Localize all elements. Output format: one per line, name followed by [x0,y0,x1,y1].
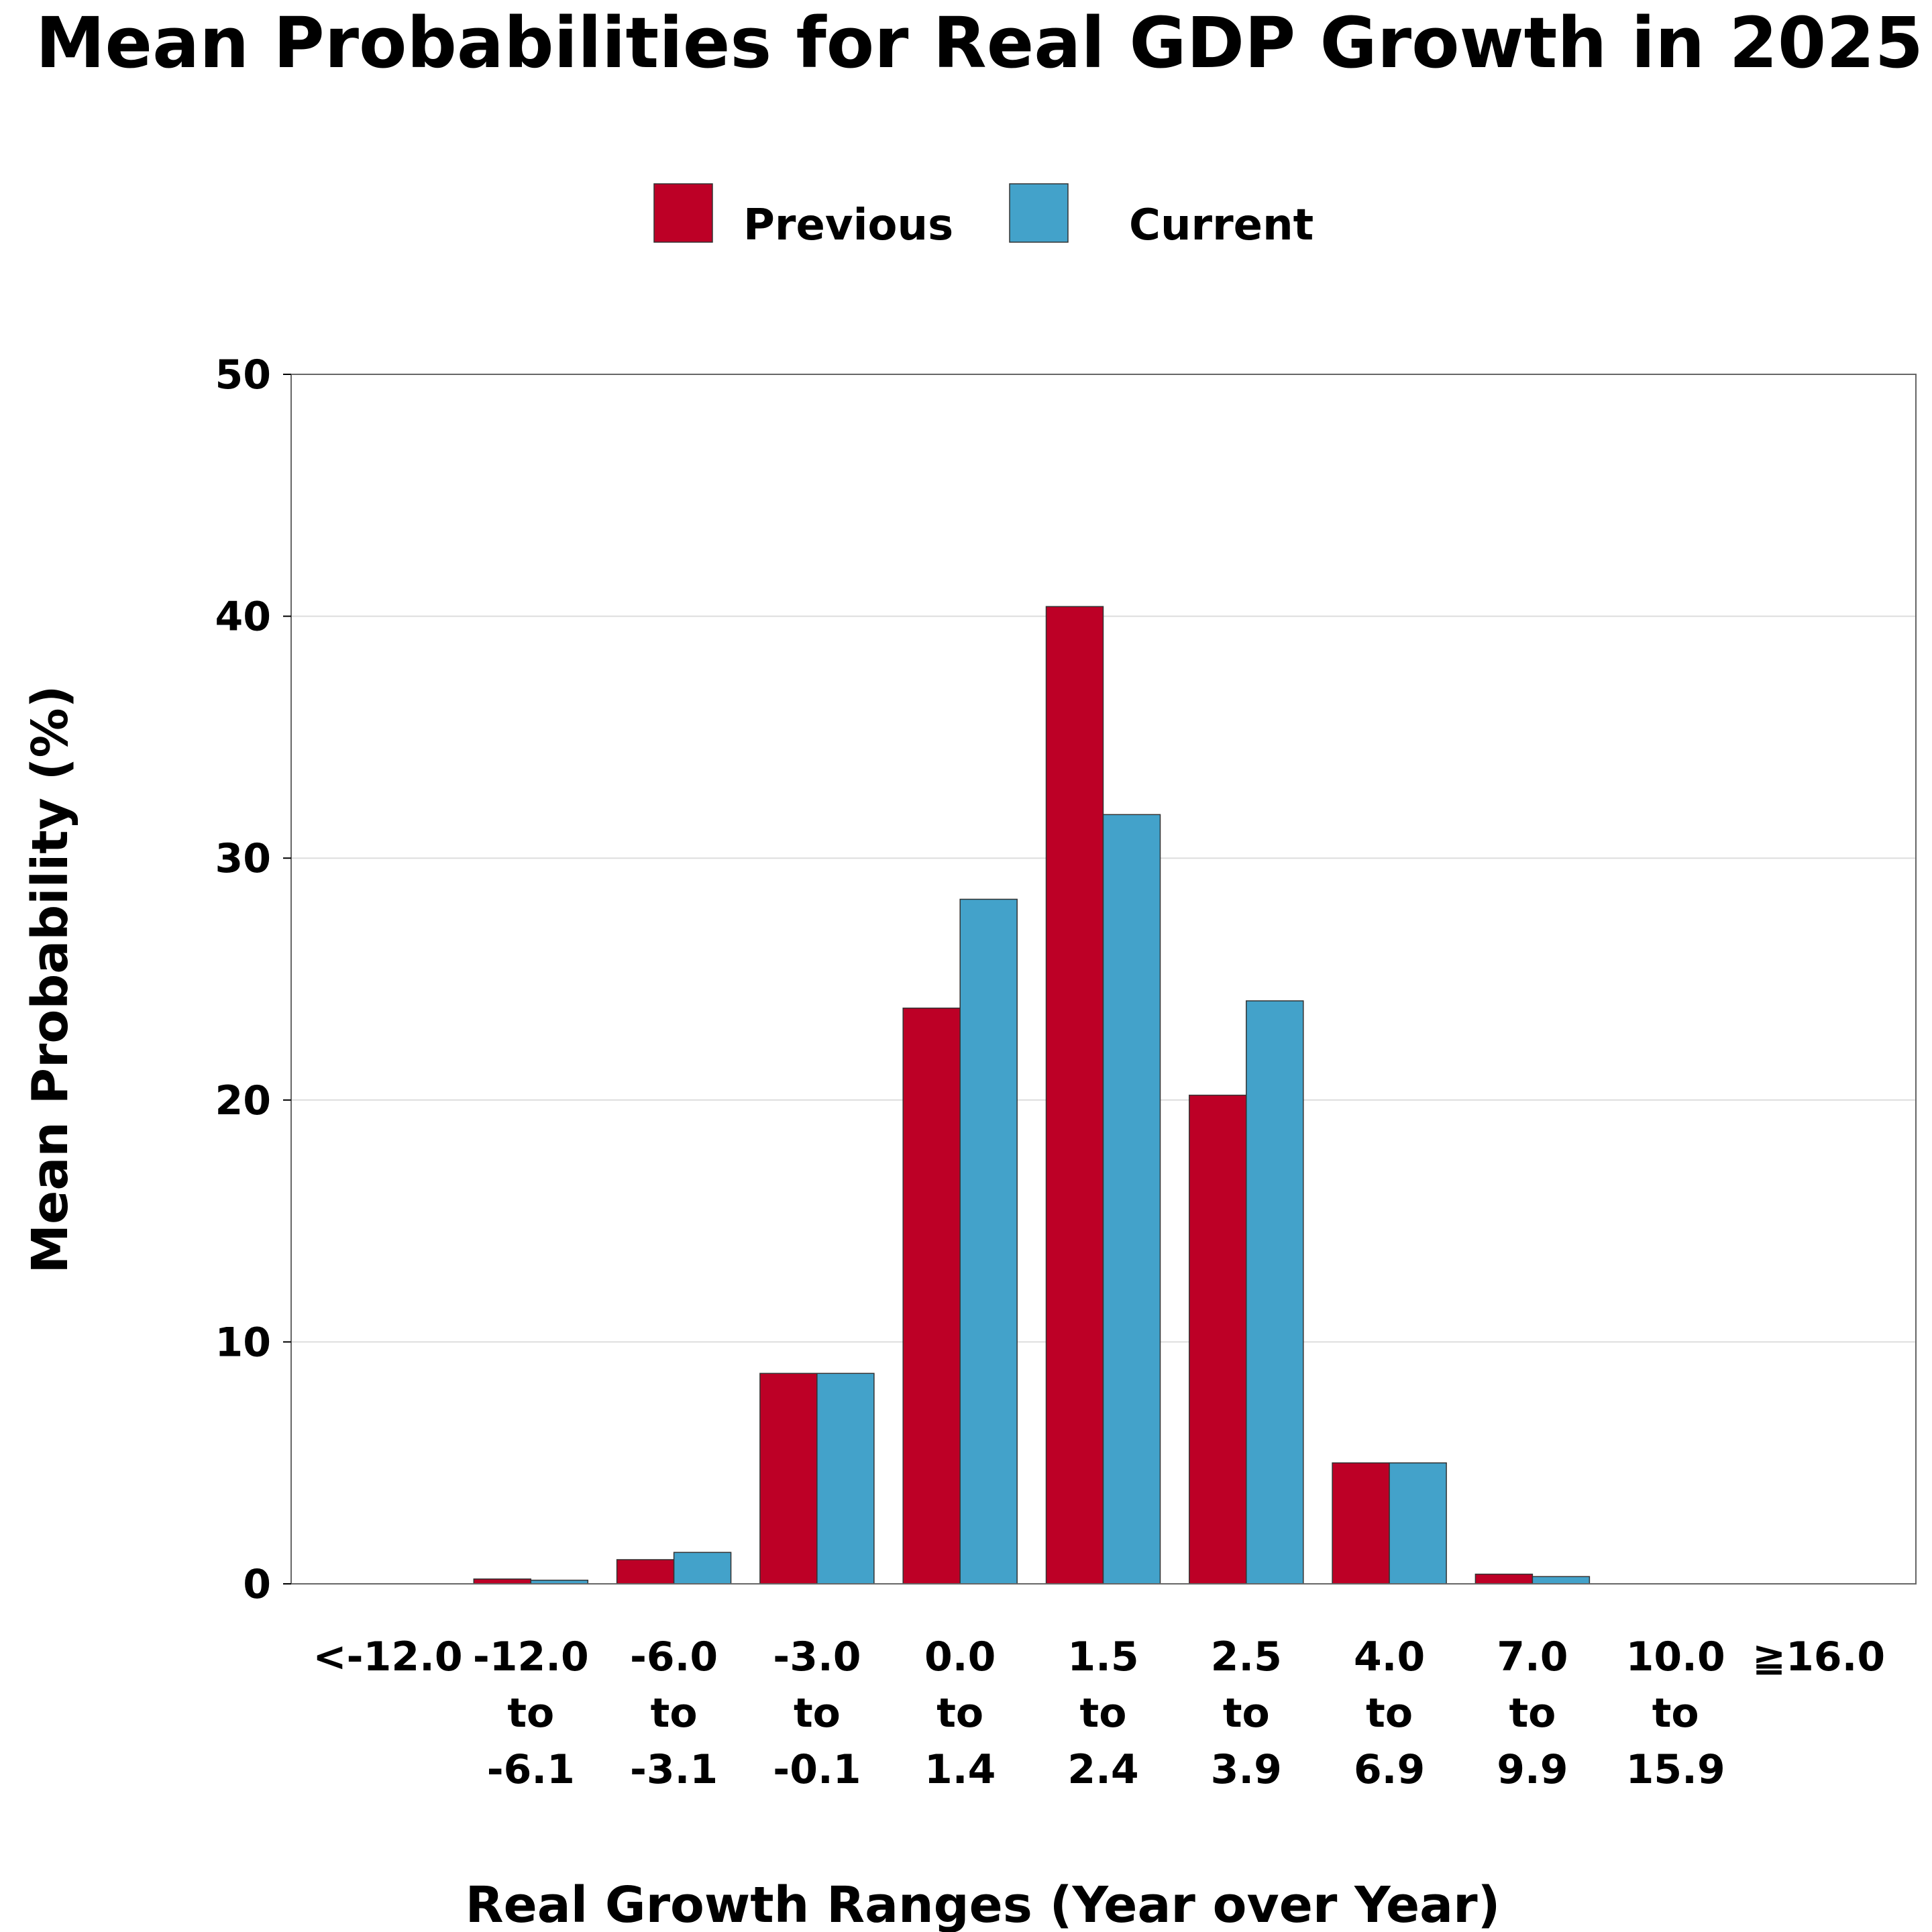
x-category-line: to [1366,1690,1413,1737]
bar-previous-5 [1045,606,1104,1585]
x-category-line: 1.4 [924,1746,996,1793]
bar-previous-4 [902,1008,961,1585]
y-tick-label: 50 [215,352,272,398]
y-tick-label: 10 [215,1319,272,1366]
y-axis-label: Mean Probability (%) [21,686,79,1274]
legend-label-previous: Previous [743,201,953,250]
legend-swatch-current [1009,183,1069,243]
x-category-label: 0.0 to 1.4 [924,1633,996,1793]
x-category-label: 4.0 to 6.9 [1354,1633,1425,1793]
x-category-line: 10.0 [1626,1633,1725,1680]
x-category-label: -6.0 to -3.1 [630,1633,718,1793]
bar-previous-7 [1332,1462,1390,1585]
y-tick-label: 20 [215,1077,272,1124]
legend-label-current: Current [1129,201,1313,250]
bar-current-6 [1246,1000,1304,1585]
x-category-line: to [1652,1690,1699,1737]
x-category-line: -6.0 [630,1633,718,1680]
x-category-line: to [1223,1690,1270,1737]
x-category-label: -12.0 to -6.1 [473,1633,589,1793]
x-category-label: -3.0 to -0.1 [773,1633,861,1793]
x-category-line: <-12.0 [313,1633,462,1680]
x-category-line: -0.1 [773,1746,861,1793]
x-category-line: 2.5 [1211,1633,1282,1680]
x-category-label: 2.5 to 3.9 [1211,1633,1282,1793]
x-category-line: ≧16.0 [1752,1633,1885,1680]
x-category-line: 6.9 [1354,1746,1425,1793]
bar-current-7 [1389,1462,1447,1585]
x-category-line: -3.0 [773,1633,861,1680]
bar-previous-8 [1474,1573,1534,1585]
x-category-line: 15.9 [1626,1746,1725,1793]
x-category-label: 10.0 to 15.9 [1626,1633,1725,1793]
x-category-line: to [1509,1690,1556,1737]
bar-current-3 [816,1373,875,1585]
x-category-line: to [651,1690,698,1737]
bar-current-4 [959,898,1018,1585]
x-category-line: to [1080,1690,1127,1737]
y-tick-label: 0 [243,1561,271,1608]
y-tick-label: 30 [215,835,272,882]
legend: Previous Current [653,183,1313,250]
x-axis-label: Real Growth Ranges (Year over Year) [466,1876,1501,1932]
x-category-line: 7.0 [1497,1633,1568,1680]
bar-previous-6 [1189,1094,1247,1585]
x-category-line: to [507,1690,554,1737]
legend-swatch-previous [653,183,713,243]
x-category-line: 0.0 [924,1633,996,1680]
bar-current-2 [673,1552,732,1585]
x-category-line: 4.0 [1354,1633,1425,1680]
y-axis-ticks: 0 10 20 30 40 50 [215,352,291,1608]
bar-previous-1 [473,1578,532,1585]
bar-previous-3 [759,1373,818,1585]
bar-current-5 [1102,814,1161,1585]
chart-title: Mean Probabilities for Real GDP Growth i… [36,2,1923,84]
x-category-line: -6.1 [487,1746,575,1793]
x-category-line: 9.9 [1497,1746,1568,1793]
x-category-label: ≧16.0 [1752,1633,1885,1680]
bar-previous-2 [616,1559,675,1585]
y-tick-label: 40 [215,594,272,641]
x-category-label: 7.0 to 9.9 [1497,1633,1568,1793]
x-category-label: 1.5 to 2.4 [1067,1633,1138,1793]
x-axis-categories: <-12.0 -12.0 to -6.1 -6.0 to -3.1 -3.0 to -0.1 0.0… [313,1633,1885,1793]
bars [473,606,1591,1585]
x-category-line: 1.5 [1067,1633,1138,1680]
x-category-line: to [936,1690,983,1737]
x-category-line: -12.0 [473,1633,589,1680]
plot-frame [290,374,1917,1585]
x-category-line: 3.9 [1211,1746,1282,1793]
bar-current-8 [1532,1576,1591,1585]
x-category-line: -3.1 [630,1746,718,1793]
x-category-label: <-12.0 [313,1633,462,1680]
x-category-line: 2.4 [1067,1746,1138,1793]
x-category-line: to [794,1690,841,1737]
